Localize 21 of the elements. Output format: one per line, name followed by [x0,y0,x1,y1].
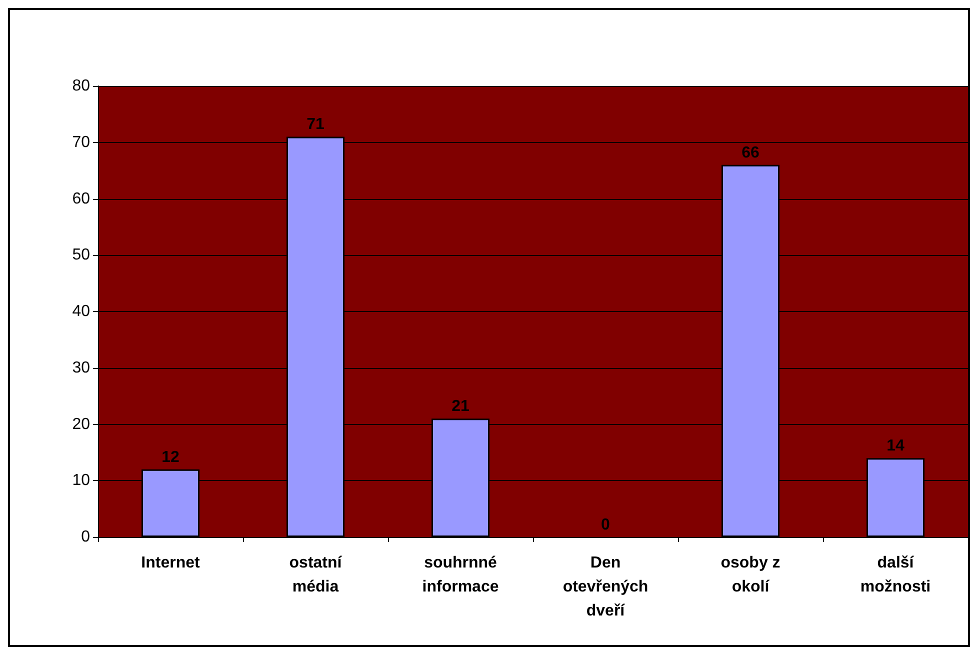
y-tick-label: 60 [72,190,90,208]
x-tick-label: osoby z okolí [720,554,780,596]
y-tick-label: 30 [72,359,90,376]
y-tick-label: 40 [72,303,90,320]
x-tick-label: Internet [141,554,201,572]
data-label: 66 [742,144,760,162]
y-tick-label: 50 [72,246,90,264]
y-tick-label: 10 [72,472,90,490]
y-tick-label: 70 [72,134,90,151]
x-tick-label: ostatní média [289,554,342,596]
data-label: 71 [306,116,324,134]
data-label: 0 [601,516,610,534]
y-tick-label: 80 [72,78,90,94]
y-tick-label: 0 [81,528,90,546]
x-tick-label: Den otevřených dveří [562,554,648,620]
data-label: 14 [886,438,904,455]
y-tick-label: 20 [72,416,90,433]
data-label: 12 [162,448,180,466]
x-tick-label: souhrnné informace [422,554,499,596]
data-label: 21 [452,398,470,416]
x-tick-label: další možnosti [860,554,931,596]
